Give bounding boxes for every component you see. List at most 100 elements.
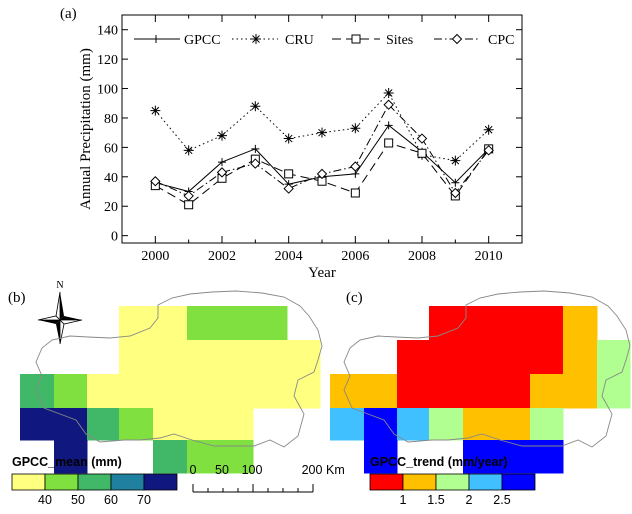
- trend-colorbar: 1 1.5 2 2.5: [369, 473, 536, 507]
- colorbar-swatch: [143, 473, 178, 491]
- data-point: [218, 158, 226, 167]
- grid-cell: [187, 340, 221, 375]
- grid-cell: [463, 374, 498, 409]
- y-tick-label: 60: [104, 141, 118, 156]
- grid-cell: [563, 340, 598, 375]
- colorbar-swatch: [435, 473, 470, 491]
- panel-a-label: (a): [60, 6, 77, 22]
- grid-cell: [119, 306, 154, 341]
- data-point: [383, 87, 394, 98]
- grid-cell: [187, 408, 221, 441]
- y-axis-label: Annual Precipitation (mm): [78, 48, 94, 210]
- data-point: [216, 167, 228, 178]
- data-point: [150, 176, 161, 187]
- grid-cell: [153, 440, 188, 474]
- colorbar-tick: 2: [466, 493, 473, 507]
- grid-cell: [597, 374, 631, 409]
- grid-cell: [119, 408, 154, 441]
- grid-cell: [530, 440, 564, 474]
- grid-cell: [463, 340, 498, 375]
- mean-grid-map: [20, 306, 321, 474]
- grid-cell: [119, 374, 154, 409]
- data-point: [350, 161, 361, 172]
- grid-cell: [530, 340, 564, 375]
- grid-cell: [153, 408, 188, 441]
- grid-cell: [497, 306, 531, 341]
- data-point: [316, 168, 328, 180]
- grid-cell: [563, 306, 598, 341]
- grid-cell: [87, 408, 120, 441]
- grid-cell: [429, 306, 464, 341]
- grid-cell: [220, 408, 254, 441]
- grid-cell: [187, 306, 221, 341]
- series-layer: [150, 87, 494, 210]
- scale-tick-0: 0: [190, 463, 197, 477]
- grid-cell: [119, 340, 154, 375]
- data-point: [150, 105, 161, 116]
- grid-cell: [463, 408, 498, 441]
- data-point: [384, 138, 394, 148]
- y-axis: 0 20 40 60 80 100 120 140: [97, 24, 522, 245]
- grid-cell: [54, 374, 88, 409]
- grid-cell: [187, 374, 221, 409]
- grid-cell: [253, 340, 288, 375]
- colorbar-tick: 2.5: [493, 493, 510, 507]
- legend-marker-cpc: [451, 33, 463, 45]
- grid-cell: [463, 306, 498, 341]
- legend-label-cpc: CPC: [488, 33, 514, 48]
- grid-cell: [330, 374, 365, 409]
- colorbar-tick: 40: [38, 493, 52, 507]
- data-point: [350, 188, 360, 198]
- data-point: [183, 145, 194, 156]
- scale-tick-200: 200: [302, 463, 323, 477]
- data-point: [483, 145, 494, 156]
- grid-cell: [530, 408, 564, 441]
- data-point: [251, 144, 260, 153]
- legend-label-cru: CRU: [285, 33, 314, 48]
- grid-cell: [54, 408, 88, 441]
- grid-cell: [429, 340, 464, 375]
- series-line: [154, 92, 490, 162]
- colorbar-swatch: [468, 473, 503, 491]
- grid-cell: [287, 374, 321, 409]
- colorbar-swatch: [501, 473, 536, 491]
- grid-cell: [54, 440, 88, 474]
- grid-cell: [253, 306, 288, 341]
- colorbar-swatch: [402, 473, 437, 491]
- data-point: [317, 127, 327, 138]
- grid-cell: [253, 374, 288, 409]
- data-point: [184, 200, 194, 210]
- mean-legend-title: GPCC_mean (mm): [12, 455, 122, 469]
- grid-cell: [153, 374, 188, 409]
- y-tick-label: 80: [104, 112, 118, 127]
- legend-label-sites: Sites: [386, 33, 413, 48]
- colorbar-swatch: [369, 473, 404, 491]
- colorbar-tick: 60: [104, 493, 118, 507]
- data-point: [217, 130, 227, 141]
- legend-marker-sites: [351, 34, 361, 44]
- grid-cell: [597, 340, 631, 375]
- legend-marker-cru: [251, 34, 261, 44]
- data-point: [384, 121, 393, 130]
- grid-cell: [429, 374, 464, 409]
- grid-cell: [87, 374, 120, 409]
- basin-boundary-b: [35, 290, 323, 448]
- data-point: [284, 169, 294, 179]
- grid-cell: [20, 408, 55, 441]
- x-tick-label: 2000: [141, 249, 169, 264]
- grid-cell: [397, 374, 430, 409]
- grid-cell: [497, 408, 531, 441]
- colorbar-swatch: [11, 473, 46, 491]
- grid-cell: [364, 374, 398, 409]
- data-point: [483, 124, 494, 135]
- colorbar-swatch: [110, 473, 145, 491]
- data-point: [283, 133, 294, 144]
- x-tick-label: 2004: [275, 249, 303, 264]
- y-tick-label: 100: [97, 83, 118, 98]
- grid-cell: [330, 408, 365, 441]
- legend-marker-gpcc: [152, 35, 160, 43]
- colorbar-tick: 1.5: [427, 493, 444, 507]
- legend-label-gpcc: GPCC: [184, 33, 221, 48]
- y-tick-label: 120: [97, 53, 118, 68]
